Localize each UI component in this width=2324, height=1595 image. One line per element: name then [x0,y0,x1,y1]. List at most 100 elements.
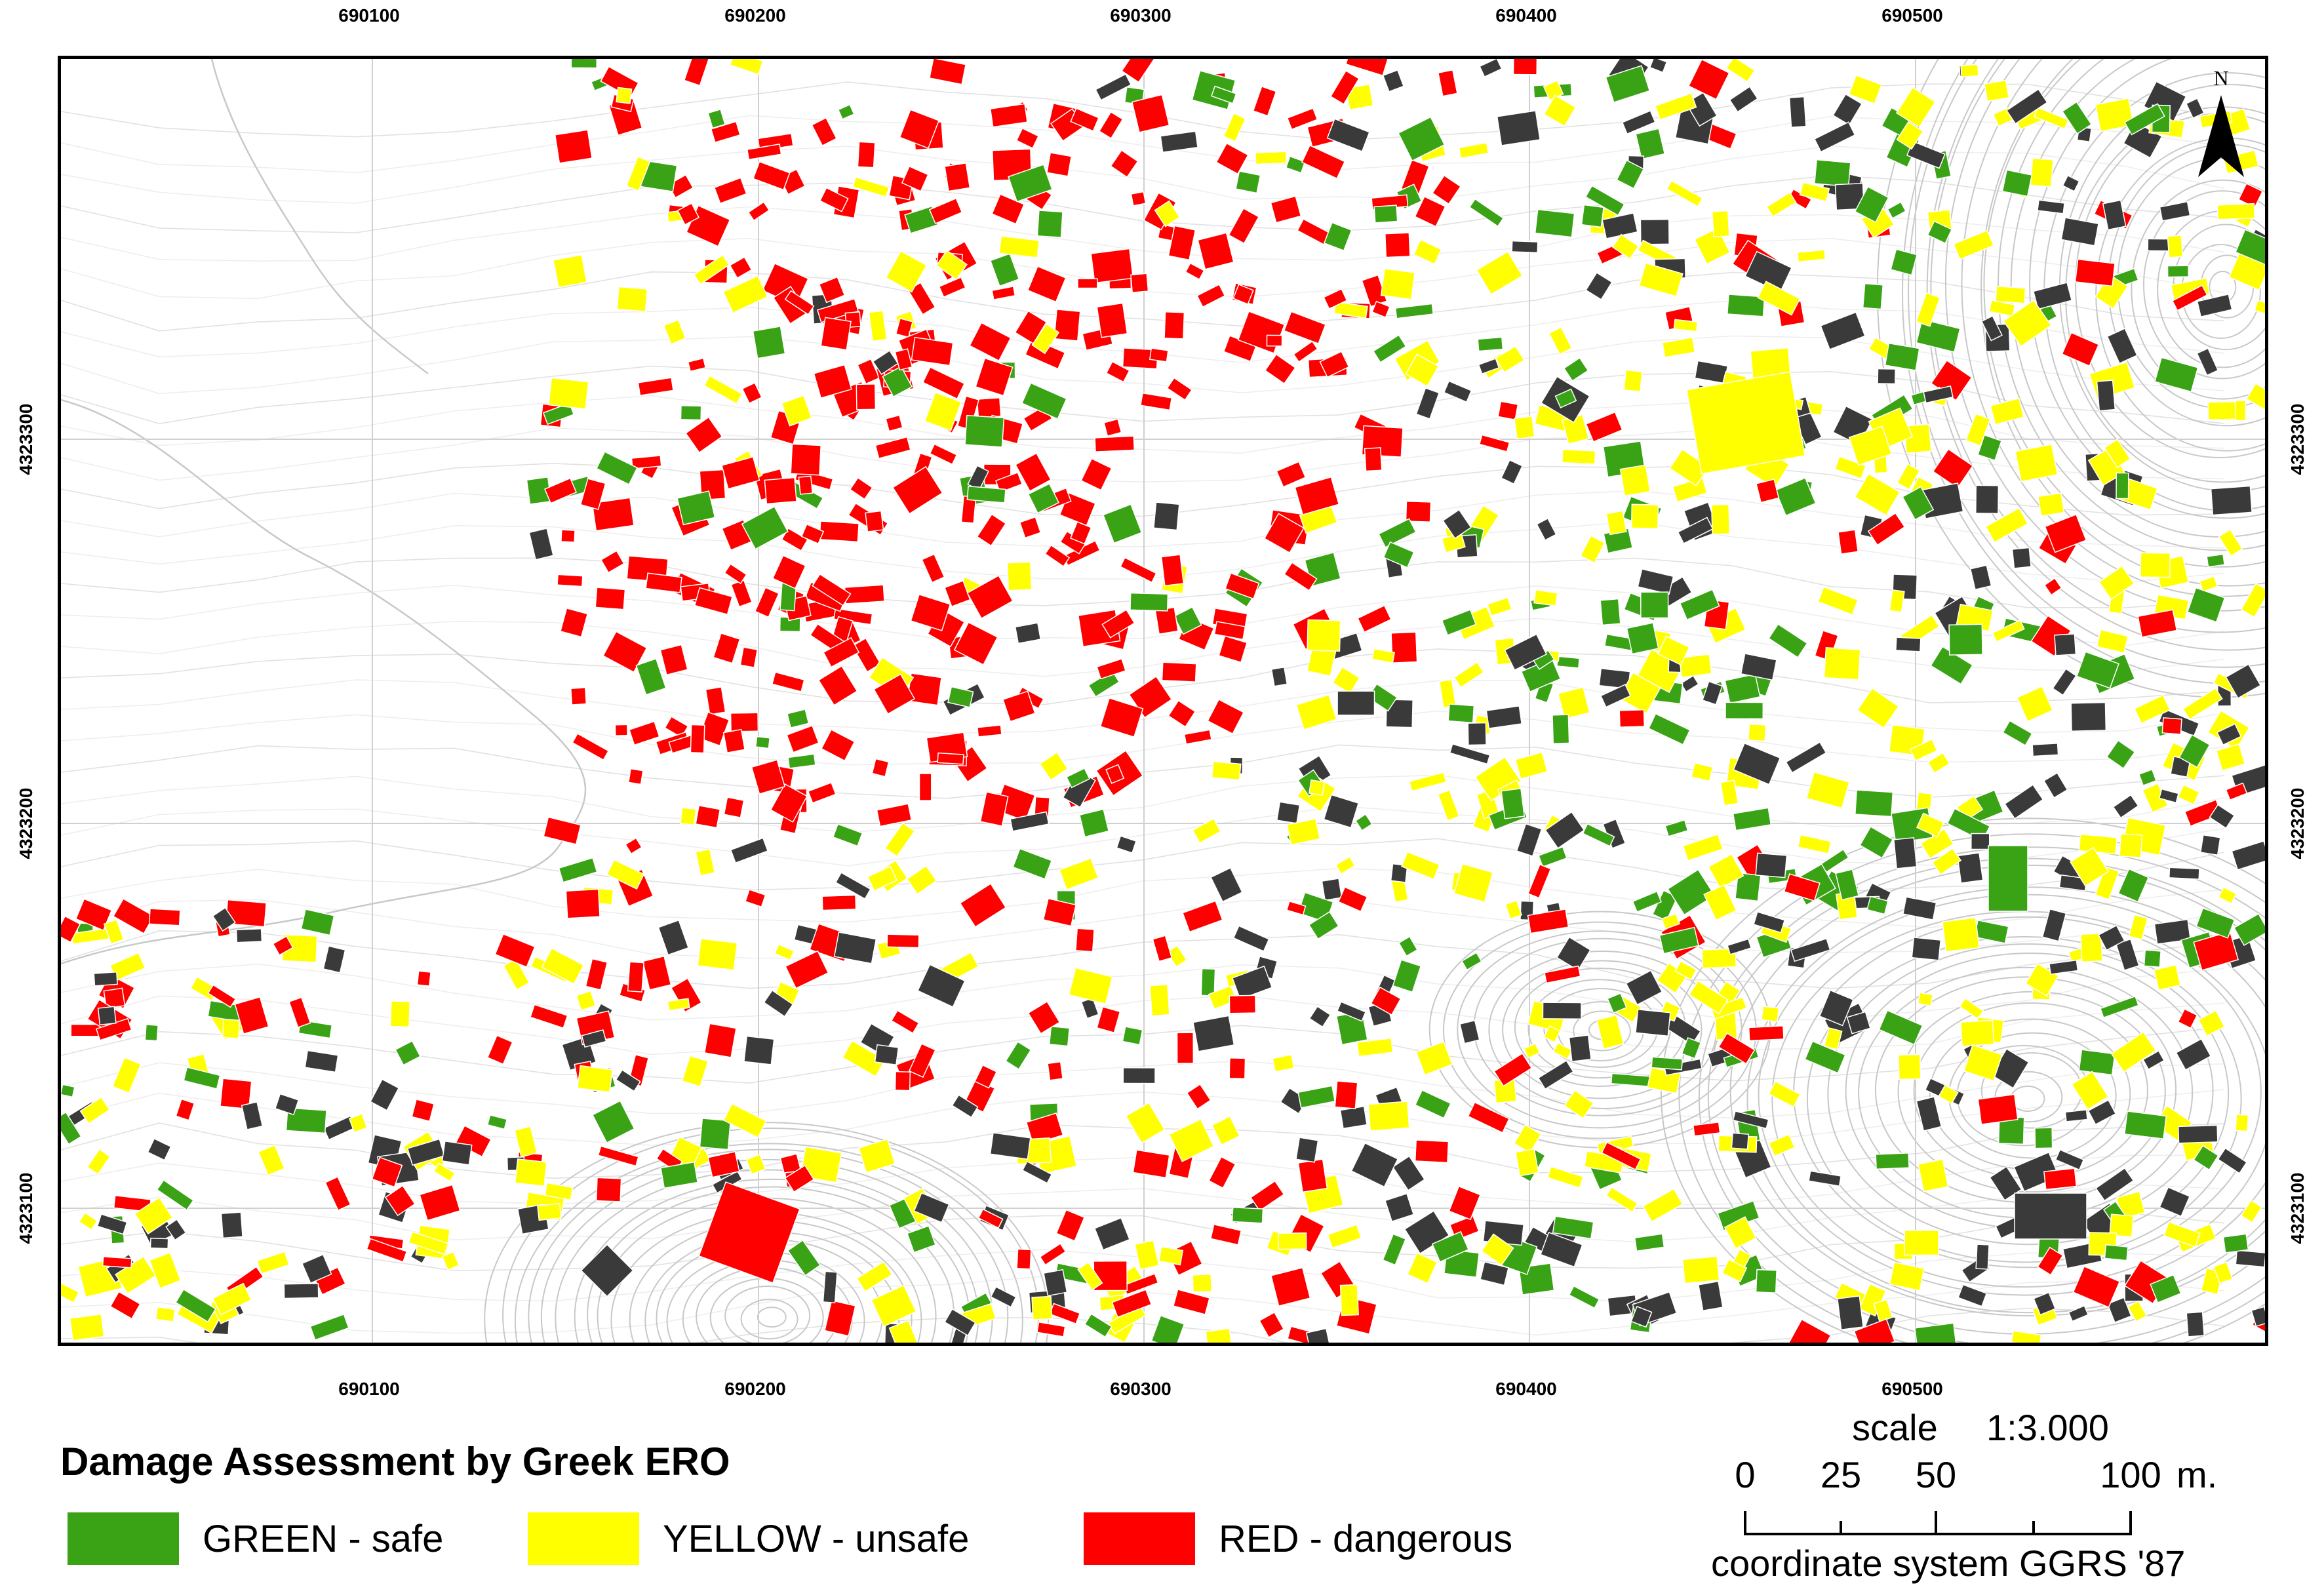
map-canvas[interactable] [61,59,2265,1343]
building-footprint [1902,896,1937,920]
building-footprint [2043,1168,2078,1191]
building-footprint [1305,1328,1331,1343]
building-footprint [819,187,849,212]
building-footprint [1276,801,1301,824]
building-footprint [1441,532,1466,553]
building-footprint [990,1286,1017,1308]
building-footprint [677,203,700,226]
building-footprint [258,1144,285,1176]
building-footprint [558,857,598,883]
building-footprint [149,1237,169,1250]
building-footprint [1334,1080,1358,1109]
building-footprint [1166,945,1188,968]
scale-bar: scale 1:3.000 0 25 50 100 m. coordinate … [1691,1400,2268,1590]
building-footprint [580,1244,634,1297]
building-footprint [2013,1151,2060,1192]
scale-tick-label: 25 [1820,1454,1862,1495]
building-footprint [300,909,335,936]
building-footprint [1953,229,1994,260]
building-footprint [1896,121,1924,150]
building-footprint [1534,208,1575,238]
building-footprint [966,574,1014,620]
building-footprint [572,732,610,761]
building-footprint [1834,456,1866,479]
building-footprint [894,348,913,371]
building-footprint [1096,302,1128,338]
building-footprint [1877,368,1896,385]
building-footprint [441,1140,473,1166]
right-y-label: 4323100 [2287,1172,2308,1244]
building-footprint [2061,332,2100,367]
building-footprint [786,724,819,753]
map-frame[interactable]: N [58,56,2268,1346]
building-footprint [1002,690,1036,722]
building-footprint [2235,1250,2265,1268]
building-footprint [433,1162,456,1182]
building-footprint [1630,1305,1653,1328]
building-footprint [2167,265,2190,278]
building-footprint [1459,1019,1480,1044]
building-footprint [857,141,876,168]
building-footprint [663,319,686,345]
building-footprint [1105,764,1125,784]
building-footprint [730,837,769,864]
building-footprint [1605,65,1651,103]
building-footprint [1339,1284,1359,1316]
building-footprint [1043,1269,1068,1297]
building-footprint [722,1103,767,1139]
building-footprint [2237,182,2264,208]
building-footprint [1276,461,1307,488]
building-footprint [1168,699,1196,728]
building-footprint [730,712,759,732]
building-footprint [283,1283,319,1299]
building-footprint [1918,1158,1949,1192]
building-footprint [627,768,644,785]
building-footprint [1211,1115,1240,1146]
building-footprint [1255,151,1288,165]
building-footprint [1357,604,1392,633]
building-footprint [1708,853,1744,890]
building-footprint [2106,328,2138,364]
building-footprint [2034,107,2069,130]
building-footprint [781,395,813,427]
scale-tick-label: 100 [2100,1454,2161,1495]
building-footprint [1339,1105,1368,1130]
building-footprint [1626,622,1659,655]
building-footprint [1090,248,1134,284]
building-footprint [910,593,951,631]
building-footprint [348,1113,368,1133]
building-footprint [1649,59,1668,73]
building-footprint [1904,1230,1939,1256]
left-y-label: 4323100 [16,1172,36,1244]
building-footprint [111,1057,142,1094]
building-footprint [1211,760,1242,781]
building-footprint [2095,865,2120,901]
building-footprint [1938,1084,1959,1105]
building-footprint [1158,1246,1184,1266]
building-footprint [1965,413,1991,446]
building-footprint [1854,473,1901,517]
coordinate-system-label: coordinate system GGRS '87 [1711,1543,2186,1584]
building-footprint [1172,1289,1210,1315]
building-footprint [1681,1036,1702,1059]
building-footprint [821,894,857,911]
building-footprint [1680,675,1699,693]
building-footprint [97,1006,117,1026]
building-footprint [1027,1000,1061,1034]
building-footprint [1884,342,1920,371]
building-footprint [2049,959,2079,975]
building-footprint [1272,1053,1295,1073]
building-footprint [1414,1089,1451,1119]
building-footprint [991,193,1025,225]
building-footprint [1711,210,1730,238]
building-footprint [1461,952,1482,971]
building-footprint [856,1261,893,1293]
building-footprint [1335,856,1356,875]
building-footprint [1441,609,1477,636]
building-footprint [743,1035,775,1065]
building-footprint [901,165,929,192]
building-footprint [1027,482,1059,514]
building-footprint [1185,262,1205,281]
building-footprint [1016,1248,1032,1270]
building-footprint [1744,250,1792,294]
